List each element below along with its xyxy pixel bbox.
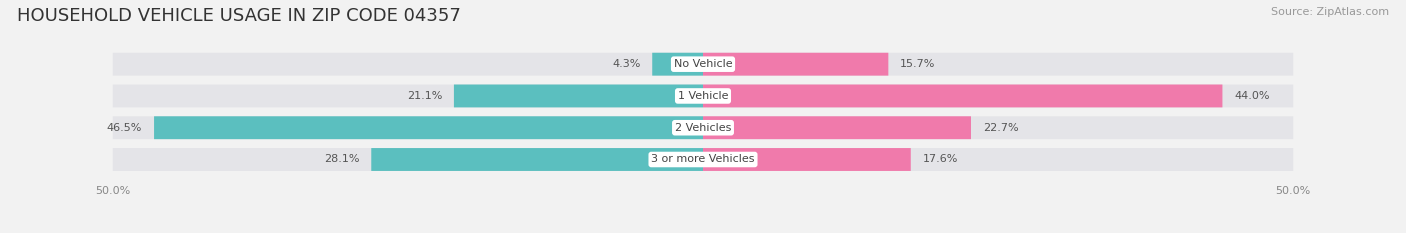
FancyBboxPatch shape [77,78,1329,83]
FancyBboxPatch shape [652,53,703,76]
FancyBboxPatch shape [77,46,1329,51]
FancyBboxPatch shape [155,116,703,139]
FancyBboxPatch shape [703,116,972,139]
Text: 2 Vehicles: 2 Vehicles [675,123,731,133]
Text: Source: ZipAtlas.com: Source: ZipAtlas.com [1271,7,1389,17]
FancyBboxPatch shape [77,173,1329,178]
Text: 28.1%: 28.1% [323,154,360,164]
Text: 17.6%: 17.6% [922,154,957,164]
Text: 3 or more Vehicles: 3 or more Vehicles [651,154,755,164]
FancyBboxPatch shape [77,141,1329,146]
Text: 46.5%: 46.5% [107,123,142,133]
Text: No Vehicle: No Vehicle [673,59,733,69]
Text: HOUSEHOLD VEHICLE USAGE IN ZIP CODE 04357: HOUSEHOLD VEHICLE USAGE IN ZIP CODE 0435… [17,7,461,25]
FancyBboxPatch shape [112,53,1294,76]
Text: 44.0%: 44.0% [1234,91,1270,101]
Legend: Owner-occupied, Renter-occupied: Owner-occupied, Renter-occupied [579,230,827,233]
FancyBboxPatch shape [112,148,1294,171]
Text: 15.7%: 15.7% [900,59,935,69]
FancyBboxPatch shape [112,85,1294,107]
FancyBboxPatch shape [703,53,889,76]
FancyBboxPatch shape [703,148,911,171]
FancyBboxPatch shape [703,85,1222,107]
FancyBboxPatch shape [77,109,1329,114]
Text: 1 Vehicle: 1 Vehicle [678,91,728,101]
FancyBboxPatch shape [112,116,1294,139]
Text: 4.3%: 4.3% [612,59,641,69]
Text: 21.1%: 21.1% [406,91,441,101]
FancyBboxPatch shape [454,85,703,107]
Text: 22.7%: 22.7% [983,123,1018,133]
FancyBboxPatch shape [371,148,703,171]
